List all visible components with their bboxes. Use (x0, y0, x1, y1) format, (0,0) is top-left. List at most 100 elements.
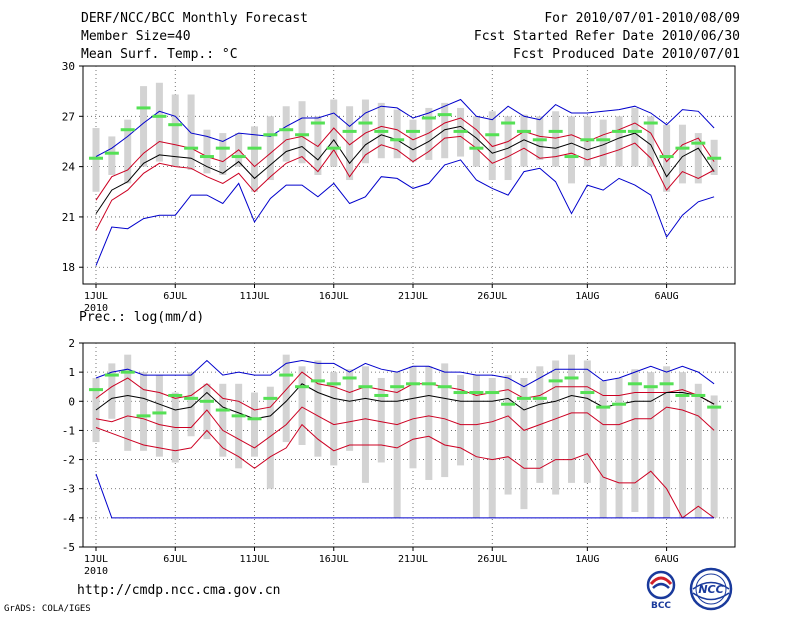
ensemble-dash (215, 146, 230, 150)
spread-bar (298, 366, 306, 445)
x-year-label: 2010 (84, 303, 108, 314)
x-tick-label: 21JUL (398, 554, 428, 565)
ensemble-dash (406, 382, 420, 386)
grads-credit: GrADS: COLA/IGES (4, 604, 91, 614)
spread-bar (472, 375, 480, 518)
spread-bar (92, 128, 100, 192)
spread-bar (615, 116, 623, 167)
ensemble-dash (485, 133, 500, 137)
spread-bar (330, 99, 338, 167)
series-line-max (95, 359, 715, 388)
spread-bar (361, 99, 369, 164)
spread-bar (457, 375, 465, 466)
ensemble-dash (199, 399, 214, 403)
y-tick-label: 0 (68, 395, 75, 408)
ensemble-dash (152, 114, 167, 118)
spread-bar (599, 119, 607, 167)
member-size: Member Size=40 (81, 29, 191, 44)
ensemble-dash (612, 129, 627, 133)
series-line-mean (95, 125, 715, 214)
series-line-mean-2sd (95, 423, 715, 519)
x-tick-label: 26JUL (477, 554, 507, 565)
bcc-logo-icon: BCC (646, 570, 676, 610)
series-line-min (95, 159, 715, 266)
ensemble-dash (326, 146, 341, 150)
ensemble-dash (596, 405, 611, 409)
ensemble-dash (279, 128, 294, 132)
spread-bar (409, 119, 417, 162)
ensemble-dash (310, 121, 325, 125)
x-year-label: 2010 (84, 566, 108, 577)
spread-bar (472, 116, 480, 167)
spread-bar (441, 363, 449, 478)
x-tick-label: 1AUG (575, 554, 599, 565)
ensemble-dash (247, 146, 262, 150)
ensemble-dash (279, 373, 294, 377)
ensemble-dash (548, 379, 563, 383)
spread-bar (171, 94, 179, 167)
spread-bar (552, 111, 560, 167)
ensemble-dash (263, 133, 278, 137)
ensemble-dash (675, 393, 690, 397)
spread-bar (235, 383, 243, 469)
y-tick-label: 21 (62, 211, 75, 224)
ensemble-dash (199, 155, 214, 159)
spread-bar (552, 360, 560, 495)
spread-bar (504, 375, 512, 495)
spread-bar (346, 369, 354, 451)
x-tick-label: 6JUL (163, 291, 187, 302)
spread-bar (425, 366, 433, 480)
y-tick-label: 18 (62, 261, 75, 274)
ensemble-dash (421, 382, 436, 386)
y-tick-label: -5 (62, 541, 75, 554)
ensemble-dash (374, 393, 389, 397)
y-tick-label: 30 (62, 60, 75, 73)
ensemble-dash (89, 388, 103, 392)
ensemble-dash (89, 156, 103, 160)
source-url[interactable]: http://cmdp.ncc.cma.gov.cn (77, 583, 281, 598)
chart-title: DERF/NCC/BCC Monthly Forecast (81, 11, 308, 26)
spread-bar (314, 360, 322, 457)
ensemble-dash (453, 129, 468, 133)
ensemble-dash (184, 396, 199, 400)
spread-bar (536, 116, 544, 160)
spread-bar (266, 116, 274, 181)
ensemble-dash (231, 414, 246, 418)
spread-bar (203, 383, 211, 440)
spread-bar (361, 366, 369, 483)
spread-bar (599, 380, 607, 518)
spread-bar (124, 119, 132, 184)
spread-bar (155, 82, 163, 162)
y-tick-label: 1 (68, 366, 75, 379)
x-tick-label: 1JUL (84, 554, 108, 565)
spread-bar (615, 377, 623, 518)
spread-bar (377, 377, 385, 463)
ensemble-dash (247, 417, 262, 421)
spread-bar (694, 133, 702, 184)
ensemble-dash (437, 385, 452, 389)
ensemble-dash (627, 129, 642, 133)
spread-bar (568, 116, 575, 184)
ensemble-dash (596, 138, 611, 142)
ensemble-dash (406, 129, 420, 133)
ensemble-dash (215, 408, 230, 412)
ensemble-dash (263, 396, 278, 400)
ensemble-dash (358, 121, 373, 125)
spread-bar (710, 395, 718, 518)
x-tick-label: 1AUG (575, 291, 599, 302)
ensemble-dash (516, 396, 531, 400)
x-tick-label: 6JUL (163, 554, 187, 565)
spread-bar (92, 377, 100, 443)
ensemble-dash (516, 129, 531, 133)
spread-bar (663, 366, 671, 518)
spread-bar (187, 94, 195, 170)
ensemble-dash (580, 391, 595, 395)
ensemble-dash (532, 138, 547, 142)
ensemble-dash (184, 146, 199, 150)
spread-bar (155, 375, 163, 457)
spread-bar (330, 372, 338, 466)
ensemble-dash (532, 396, 547, 400)
spread-bar (663, 124, 671, 192)
ensemble-dash (120, 370, 135, 374)
